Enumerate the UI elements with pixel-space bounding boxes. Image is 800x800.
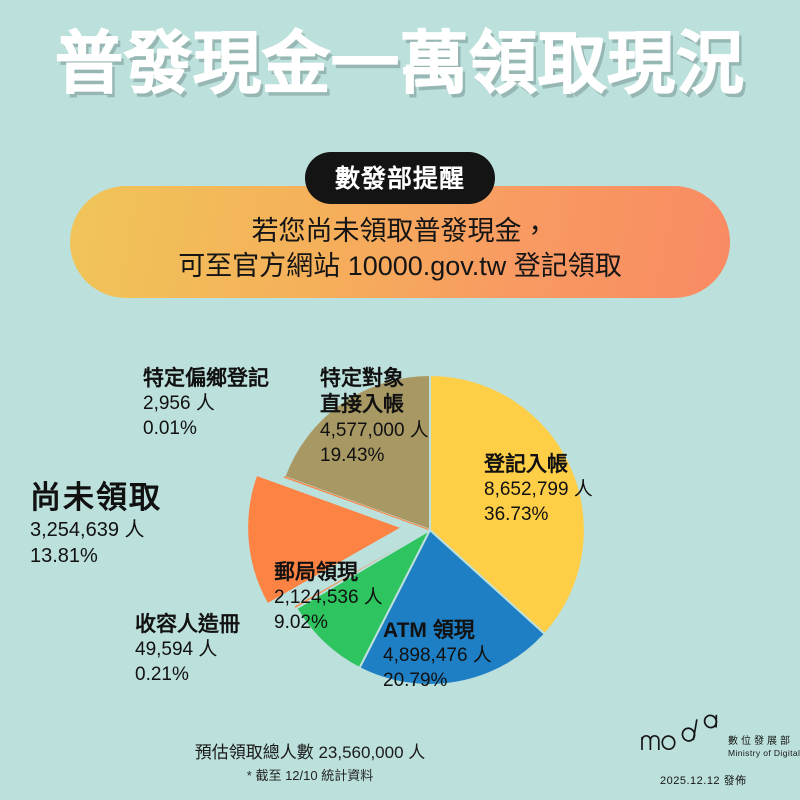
slice-percent-direct: 19.43% — [320, 444, 385, 466]
moda-logo: 數位發展部 Ministry of Digital Affairs 2025.1… — [640, 706, 800, 796]
notice-badge: 數發部提醒 — [304, 152, 496, 204]
slice-percent-inmate: 0.21% — [135, 664, 189, 686]
slice-label-remote: 特定偏鄉登記 2,956 人 0.01% — [143, 366, 269, 442]
slice-name-remote: 特定偏鄉登記 — [143, 367, 269, 390]
pie-slice-unclaimed-group — [246, 473, 405, 606]
footer-note: * 截至 12/10 統計資料 — [246, 767, 374, 783]
slice-name-unclaimed: 尚未領取 — [30, 480, 162, 515]
pie-slice-direct — [283, 373, 431, 532]
pie-slice-unclaimed — [246, 473, 405, 606]
slice-name-registered: 登記入帳 — [484, 453, 568, 476]
pie-slice-atm — [358, 528, 547, 686]
slice-percent-atm: 20.79% — [383, 670, 448, 692]
moda-zh-name: 數位發展部 — [728, 736, 793, 747]
notice-banner — [70, 186, 730, 298]
slice-percent-post: 9.02% — [274, 612, 328, 634]
slice-percent-registered: 36.73% — [484, 504, 549, 526]
slice-label-atm: ATM 領現 4,898,476 人 20.79% — [383, 618, 492, 694]
slice-name-post: 郵局領現 — [274, 561, 358, 584]
slice-label-registered: 登記入帳 8,652,799 人 36.73% — [484, 452, 593, 528]
pie-chart-svg — [246, 373, 586, 686]
slice-count-registered: 8,652,799 人 — [484, 479, 593, 501]
publish-date: 2025.12.12 發佈 — [660, 775, 747, 787]
slice-count-unclaimed: 3,254,639 人 — [30, 519, 145, 542]
pie-slice-registered — [429, 373, 586, 636]
slice-count-inmate: 49,594 人 — [135, 639, 218, 661]
pie-slice-remote — [283, 476, 431, 531]
slice-label-unclaimed: 尚未領取 3,254,639 人 13.81% — [30, 478, 162, 569]
slice-count-atm: 4,898,476 人 — [383, 645, 492, 667]
slice-count-post: 2,124,536 人 — [274, 587, 383, 609]
notice-line-1: 若您尚未領取普發現金， — [251, 215, 549, 246]
slice-name-inmate: 收容人造冊 — [135, 613, 240, 636]
notice-line-2: 可至官方網站 10000.gov.tw 登記領取 — [178, 251, 622, 281]
slice-name-atm: ATM 領現 — [383, 619, 475, 642]
slice-name-direct-line2: 直接入帳 — [320, 393, 404, 417]
slice-percent-unclaimed: 13.81% — [30, 545, 98, 568]
slice-count-direct: 4,577,000 人 — [320, 419, 429, 441]
slice-label-inmate: 收容人造冊 49,594 人 0.21% — [135, 612, 240, 688]
slice-label-direct: 特定對象 直接入帳 4,577,000 人 19.43% — [320, 366, 429, 468]
pie-slice-post — [295, 527, 433, 670]
slice-percent-remote: 0.01% — [143, 418, 197, 440]
footer-total: 預估領取總人數 23,560,000 人 — [194, 743, 426, 762]
slice-count-remote: 2,956 人 — [143, 393, 215, 415]
pie-chart — [0, 320, 800, 740]
chart-footer: 預估領取總人數 23,560,000 人 * 截至 12/10 統計資料 — [0, 740, 620, 786]
slice-name-direct-line1: 特定對象 — [320, 367, 404, 390]
moda-en-name: Ministry of Digital Affairs — [728, 748, 800, 758]
notice-banner-text: 若您尚未領取普發現金， 可至官方網站 10000.gov.tw 登記領取 — [70, 186, 730, 298]
slice-label-post: 郵局領現 2,124,536 人 9.02% — [274, 560, 383, 636]
page-title: 普發現金一萬領取現況 — [54, 26, 745, 102]
moda-wordmark-icon — [641, 714, 718, 751]
